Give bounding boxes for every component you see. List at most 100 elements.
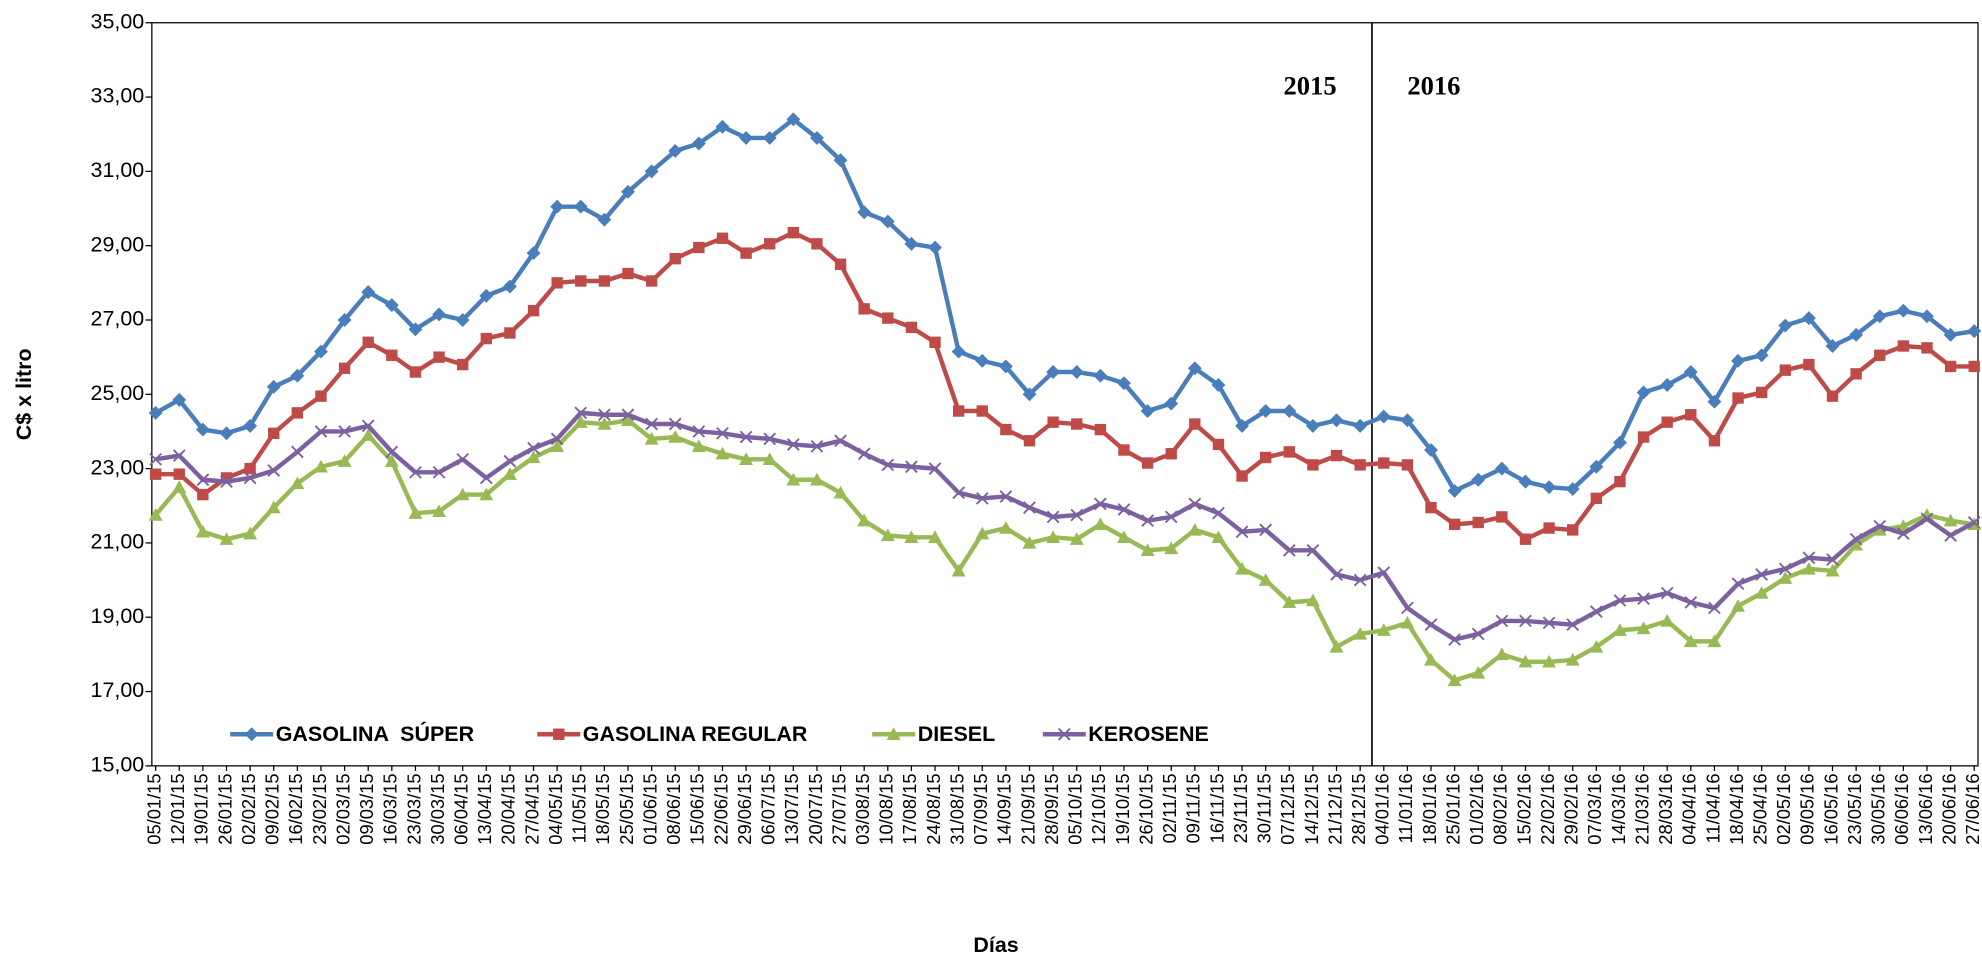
x-tick-label: 09/03/15 <box>356 773 377 844</box>
marker <box>502 279 517 294</box>
marker <box>645 275 658 287</box>
marker <box>550 432 564 446</box>
marker <box>1731 577 1745 591</box>
legend-label: DIESEL <box>918 722 996 746</box>
marker <box>928 462 942 475</box>
marker <box>1259 523 1273 537</box>
x-tick-label: 16/02/15 <box>285 773 306 844</box>
x-tick-label: 07/03/16 <box>1584 773 1605 844</box>
marker <box>668 417 682 431</box>
marker <box>857 447 871 461</box>
marker <box>1566 618 1580 632</box>
x-tick-label: 04/04/16 <box>1679 773 1700 844</box>
marker <box>1164 510 1178 524</box>
x-tick-label: 21/09/15 <box>1017 773 1038 844</box>
x-tick-label: 16/05/16 <box>1820 773 1841 844</box>
marker <box>1212 506 1225 520</box>
marker <box>432 504 447 518</box>
x-tick-label: 27/06/16 <box>1962 773 1982 844</box>
marker <box>905 321 918 334</box>
x-tick-label: 13/06/16 <box>1915 773 1936 844</box>
marker <box>455 313 470 327</box>
marker <box>172 480 187 493</box>
marker <box>456 358 469 371</box>
marker <box>740 247 752 259</box>
marker <box>952 405 965 417</box>
marker <box>739 452 754 466</box>
x-tick-label: 15/02/16 <box>1513 773 1534 844</box>
marker <box>409 366 422 378</box>
marker <box>527 441 540 455</box>
x-tick-label: 02/02/15 <box>238 773 259 844</box>
marker <box>1801 561 1816 575</box>
marker <box>1117 503 1131 516</box>
x-tick-label: 14/12/15 <box>1301 773 1322 844</box>
marker <box>1140 404 1155 418</box>
x-tick-label: 16/03/15 <box>380 773 401 844</box>
marker <box>1660 613 1675 627</box>
marker <box>291 407 304 419</box>
marker <box>1683 634 1698 648</box>
x-tick-label: 28/09/15 <box>1041 773 1062 844</box>
x-tick-label: 15/06/15 <box>687 773 708 844</box>
x-tick-label: 22/02/16 <box>1537 773 1558 844</box>
y-tick-label: 17,00 <box>91 678 145 702</box>
marker <box>1046 510 1060 524</box>
marker <box>1494 461 1509 476</box>
marker <box>1211 530 1226 544</box>
marker <box>219 426 234 441</box>
marker <box>1425 501 1437 514</box>
marker <box>1565 653 1580 666</box>
marker <box>1897 527 1910 540</box>
x-tick-label: 27/07/15 <box>828 773 849 844</box>
marker <box>1472 516 1484 529</box>
marker <box>1117 376 1131 391</box>
x-tick-label: 12/01/15 <box>167 773 188 844</box>
marker <box>1305 418 1320 433</box>
marker <box>172 392 187 407</box>
marker <box>479 487 494 501</box>
marker <box>1283 446 1295 458</box>
marker <box>880 214 895 229</box>
x-tick-label: 06/06/16 <box>1891 773 1912 844</box>
marker <box>716 426 729 440</box>
marker <box>1921 342 1933 354</box>
marker <box>243 418 258 433</box>
marker <box>1282 543 1296 557</box>
x-tick-label: 30/05/16 <box>1868 773 1889 844</box>
marker <box>1849 532 1863 546</box>
marker <box>1071 418 1083 430</box>
marker <box>338 425 351 438</box>
marker <box>1022 535 1037 549</box>
marker <box>621 184 635 199</box>
marker <box>1353 573 1367 587</box>
y-tick-label: 33,00 <box>91 84 145 108</box>
marker <box>715 446 730 460</box>
marker <box>739 130 754 145</box>
x-tick-label: 30/03/15 <box>427 773 448 844</box>
x-tick-label: 09/11/15 <box>1183 773 1204 843</box>
marker <box>1495 614 1509 628</box>
marker <box>1094 497 1107 511</box>
marker <box>1141 514 1154 527</box>
marker <box>432 465 446 479</box>
marker <box>1494 647 1509 661</box>
x-tick-label: 03/08/15 <box>852 773 873 844</box>
marker <box>975 491 989 505</box>
marker <box>172 449 186 462</box>
marker <box>833 153 848 168</box>
marker <box>244 462 256 475</box>
marker <box>1448 633 1461 646</box>
x-tick-label: 26/10/15 <box>1135 773 1156 844</box>
marker <box>149 452 162 466</box>
y-tick-label: 29,00 <box>91 232 145 256</box>
marker <box>1967 324 1982 339</box>
marker <box>1448 518 1461 531</box>
annotation: 2016 <box>1407 71 1460 101</box>
marker <box>1330 568 1343 581</box>
marker <box>1118 444 1130 456</box>
x-tick-label: 23/11/15 <box>1230 773 1251 843</box>
marker <box>1897 340 1910 352</box>
x-tick-label: 17/08/15 <box>899 773 920 844</box>
